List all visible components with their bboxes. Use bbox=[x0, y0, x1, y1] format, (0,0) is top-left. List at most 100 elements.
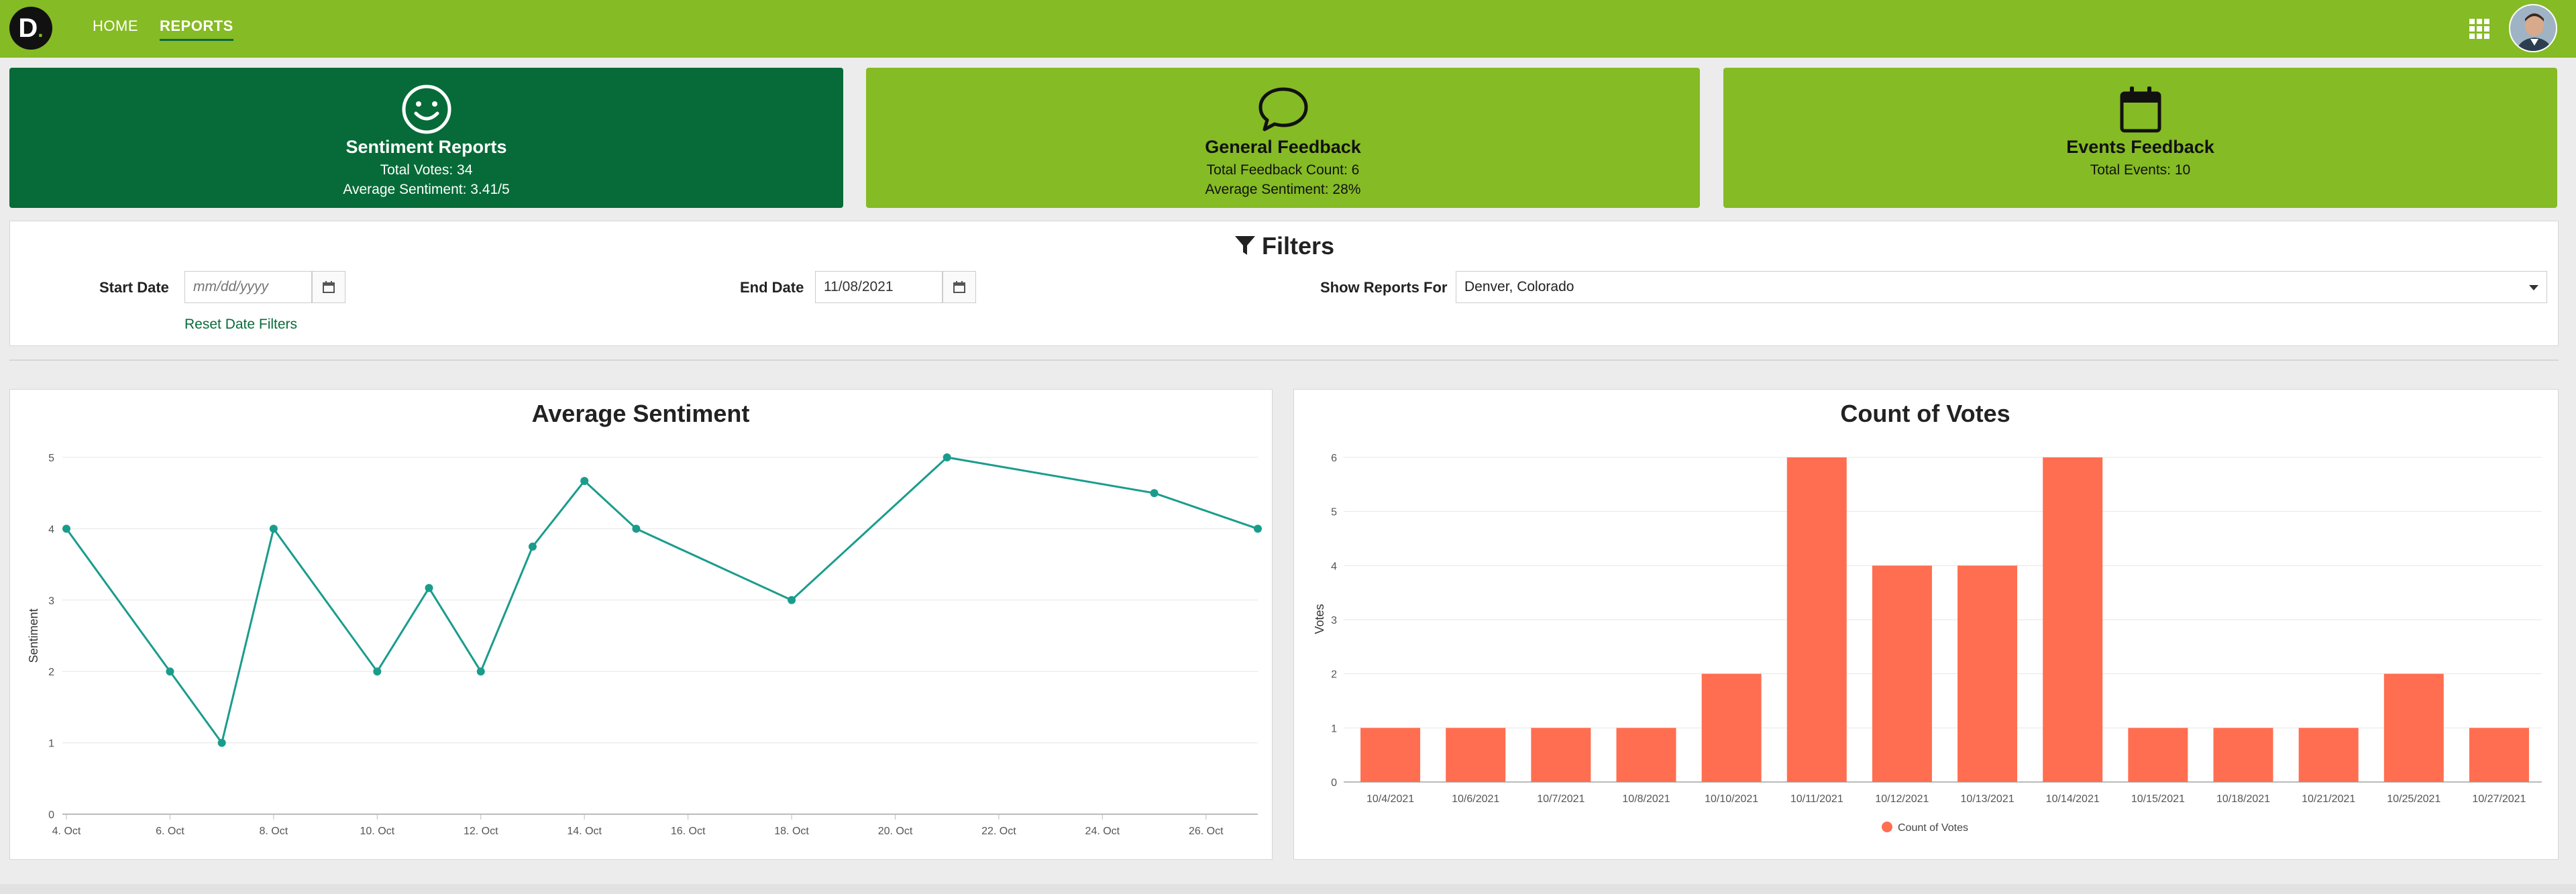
section-divider bbox=[9, 359, 2559, 361]
app-logo[interactable]: D. bbox=[9, 7, 52, 50]
data-point bbox=[580, 477, 589, 486]
y-tick-label: 0 bbox=[1331, 777, 1337, 789]
filters-title-text: Filters bbox=[1261, 232, 1335, 260]
x-tick-label: 10/4/2021 bbox=[1366, 793, 1414, 805]
x-tick-label: 10/12/2021 bbox=[1875, 793, 1929, 805]
x-tick-label: 8. Oct bbox=[260, 826, 288, 837]
bar bbox=[2128, 728, 2188, 782]
average-sentiment-chart: Average Sentiment Sentiment 0 1 2 3 4 5 4. Oct… bbox=[27, 400, 1262, 837]
data-point bbox=[632, 524, 641, 533]
chart-title: Count of Votes bbox=[1840, 400, 2010, 427]
x-tick-label: 10/10/2021 bbox=[1705, 793, 1758, 805]
y-tick-label: 5 bbox=[48, 453, 54, 464]
data-point bbox=[373, 667, 382, 676]
user-avatar[interactable] bbox=[2509, 4, 2557, 52]
data-point bbox=[62, 524, 70, 533]
reset-date-filters-link[interactable]: Reset Date Filters bbox=[184, 317, 298, 332]
x-tick-label: 12. Oct bbox=[464, 826, 498, 837]
data-point bbox=[788, 596, 796, 604]
bar bbox=[1872, 565, 1932, 782]
data-point bbox=[425, 583, 433, 592]
data-point bbox=[943, 453, 951, 461]
end-date-input[interactable] bbox=[815, 271, 943, 303]
x-tick-label: 20. Oct bbox=[878, 826, 913, 837]
x-tick-label: 10. Oct bbox=[360, 826, 395, 837]
legend-marker bbox=[1882, 822, 1892, 832]
general-feedback-card[interactable]: General Feedback Total Feedback Count: 6… bbox=[866, 68, 1700, 208]
y-tick-label: 1 bbox=[1331, 723, 1337, 734]
count-of-votes-panel: Count of Votes Votes 0 1 2 3 4 5 6 10/4/2021 10/… bbox=[1293, 389, 2559, 860]
speech-bubble-icon bbox=[1258, 87, 1307, 131]
x-tick-label: 10/18/2021 bbox=[2216, 793, 2270, 805]
x-tick-label: 6. Oct bbox=[156, 826, 184, 837]
x-tick-label: 24. Oct bbox=[1085, 826, 1120, 837]
smiley-icon bbox=[402, 85, 451, 134]
data-point bbox=[1254, 524, 1262, 533]
x-tick-label: 10/6/2021 bbox=[1452, 793, 1499, 805]
x-tick-label: 10/25/2021 bbox=[2387, 793, 2440, 805]
bar bbox=[1446, 728, 1506, 782]
y-tick-label: 0 bbox=[48, 809, 54, 821]
calendar-icon bbox=[323, 281, 335, 293]
card-title: Events Feedback bbox=[2066, 137, 2214, 157]
bar bbox=[2213, 728, 2273, 782]
card-line-2: Average Sentiment: 3.41/5 bbox=[343, 182, 510, 197]
card-title: Sentiment Reports bbox=[345, 137, 507, 157]
data-point bbox=[476, 667, 485, 676]
x-tick-label: 22. Oct bbox=[981, 826, 1016, 837]
average-sentiment-panel: Average Sentiment Sentiment 0 1 2 3 4 5 4. Oct… bbox=[9, 389, 1273, 860]
x-tick-label: 10/7/2021 bbox=[1537, 793, 1585, 805]
bar bbox=[2469, 728, 2529, 782]
x-tick-label: 10/27/2021 bbox=[2472, 793, 2526, 805]
data-point bbox=[217, 738, 226, 747]
calendar-icon bbox=[953, 281, 965, 293]
card-line-1: Total Feedback Count: 6 bbox=[1206, 162, 1360, 178]
avatar-image bbox=[2510, 5, 2556, 51]
nav-home-link[interactable]: HOME bbox=[93, 17, 138, 34]
logo-dot: . bbox=[38, 19, 44, 42]
logo-letter: D bbox=[18, 13, 38, 43]
nav-reports-link[interactable]: REPORTS bbox=[160, 17, 233, 41]
y-tick-label: 3 bbox=[48, 596, 54, 607]
end-date-calendar-button[interactable] bbox=[943, 271, 976, 303]
events-feedback-card[interactable]: Events Feedback Total Events: 10 bbox=[1723, 68, 2557, 208]
x-tick-label: 26. Oct bbox=[1189, 826, 1224, 837]
legend-label: Count of Votes bbox=[1898, 822, 1968, 834]
bar bbox=[1957, 565, 2018, 782]
start-date-calendar-button[interactable] bbox=[312, 271, 345, 303]
start-date-input[interactable] bbox=[184, 271, 312, 303]
y-tick-label: 3 bbox=[1331, 615, 1337, 626]
calendar-icon bbox=[2120, 87, 2161, 133]
y-tick-label: 5 bbox=[1331, 507, 1337, 518]
reports-location-select[interactable]: Denver, Colorado bbox=[1456, 271, 2547, 303]
data-point bbox=[1150, 489, 1159, 498]
top-navbar: D. HOME REPORTS bbox=[0, 0, 2576, 58]
sentiment-line bbox=[65, 456, 1258, 746]
chevron-down-icon bbox=[2529, 285, 2538, 290]
bar bbox=[2043, 457, 2103, 782]
filters-panel: Filters Start Date Reset Date Filters En… bbox=[9, 221, 2559, 346]
x-tick-label: 14. Oct bbox=[567, 826, 602, 837]
apps-grid-icon[interactable] bbox=[2469, 19, 2489, 39]
bar bbox=[2298, 728, 2359, 782]
x-tick-label: 10/21/2021 bbox=[2302, 793, 2355, 805]
bar bbox=[1360, 728, 1421, 782]
bar bbox=[1531, 728, 1591, 782]
count-of-votes-chart: Count of Votes Votes 0 1 2 3 4 5 6 10/4/2021 10/… bbox=[1313, 400, 2542, 834]
y-axis-label: Votes bbox=[1313, 604, 1326, 634]
selected-location: Denver, Colorado bbox=[1464, 279, 1574, 294]
bar bbox=[2383, 673, 2444, 782]
x-tick-label: 10/8/2021 bbox=[1622, 793, 1670, 805]
x-tick-label: 4. Oct bbox=[52, 826, 81, 837]
card-line-1: Total Votes: 34 bbox=[380, 162, 473, 178]
card-title: General Feedback bbox=[1205, 137, 1361, 157]
y-axis-label: Sentiment bbox=[27, 608, 40, 663]
show-reports-for-label: Show Reports For bbox=[1320, 279, 1448, 296]
sentiment-reports-card[interactable]: Sentiment Reports Total Votes: 34 Averag… bbox=[9, 68, 843, 208]
x-tick-label: 10/15/2021 bbox=[2131, 793, 2185, 805]
x-tick-label: 10/13/2021 bbox=[1961, 793, 2015, 805]
card-line-2: Average Sentiment: 28% bbox=[1205, 182, 1361, 197]
page-bottom-bar bbox=[0, 884, 2576, 894]
x-tick-label: 10/11/2021 bbox=[1790, 793, 1843, 805]
x-tick-label: 16. Oct bbox=[671, 826, 706, 837]
